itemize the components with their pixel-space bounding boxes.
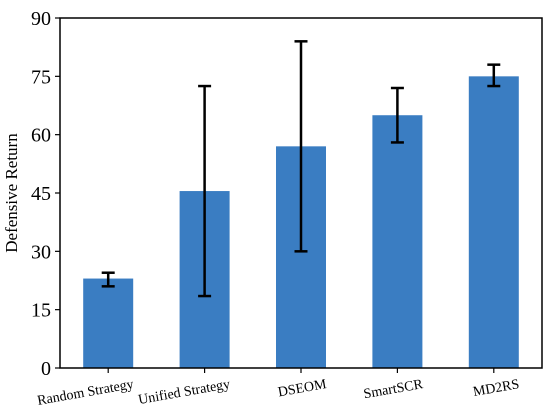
x-axis-ticks: Random Strategy Unified Strategy DSEOM Smar… [36, 368, 520, 409]
y-tick-label: 45 [31, 183, 51, 205]
x-tick-label: DSEOM [277, 377, 328, 400]
bar [83, 278, 134, 368]
y-axis-title: Defensive Return [2, 133, 21, 253]
x-tick-label: MD2RS [472, 377, 521, 400]
y-tick-label: 30 [31, 241, 51, 263]
bar [372, 115, 423, 368]
y-tick-label: 90 [31, 8, 51, 30]
x-tick-label: Unified Strategy [137, 377, 231, 408]
y-axis-ticks: 0 15 30 45 60 75 90 [31, 8, 60, 380]
x-tick-label: SmartSCR [362, 377, 424, 402]
y-tick-label: 15 [31, 300, 51, 322]
y-tick-label: 0 [41, 358, 51, 380]
y-tick-label: 60 [31, 125, 51, 147]
bar [468, 76, 519, 368]
error-bars-group [101, 40, 501, 298]
y-tick-label: 75 [31, 66, 51, 88]
x-tick-label: Random Strategy [36, 377, 135, 409]
